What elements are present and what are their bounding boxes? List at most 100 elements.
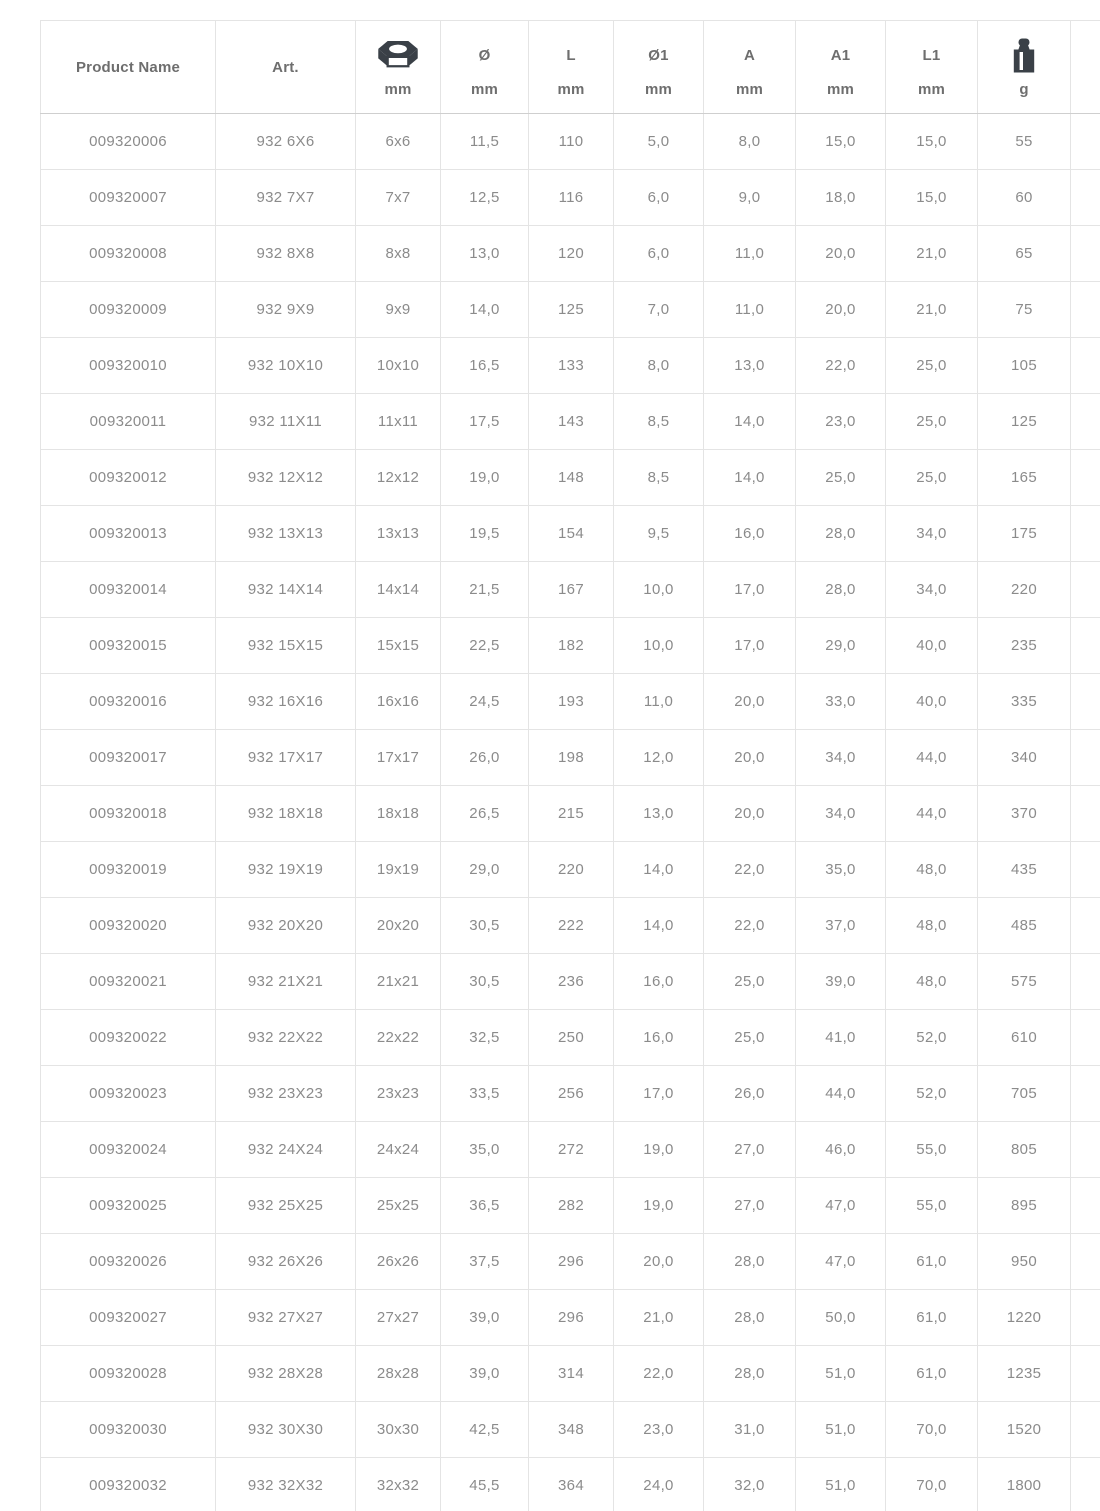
table-cell: 75 <box>977 281 1071 338</box>
column-unit: mm <box>917 80 946 98</box>
table-cell-clipped <box>1070 1401 1100 1458</box>
table-cell: 39,0 <box>440 1289 529 1346</box>
table-cell: 705 <box>977 1065 1071 1122</box>
column-unit: mm <box>557 80 585 98</box>
column-unit: mm <box>735 80 764 98</box>
table-cell: 11,5 <box>440 113 529 170</box>
table-cell: 932 8X8 <box>215 225 356 282</box>
column-label: Ø <box>478 47 491 64</box>
table-cell: 11,0 <box>613 673 704 730</box>
table-cell: 133 <box>528 337 614 394</box>
table-cell: 348 <box>528 1401 614 1458</box>
table-cell: 46,0 <box>795 1121 886 1178</box>
table-cell: 17,0 <box>613 1065 704 1122</box>
table-cell: 009320013 <box>40 505 216 562</box>
table-cell: 11,0 <box>703 281 796 338</box>
table-cell: 27,0 <box>703 1177 796 1234</box>
table-cell-clipped <box>1070 729 1100 786</box>
table-cell: 21,5 <box>440 561 529 618</box>
table-cell: 009320012 <box>40 449 216 506</box>
table-cell: 314 <box>528 1345 614 1402</box>
table-cell: 8x8 <box>355 225 441 282</box>
table-cell: 8,0 <box>703 113 796 170</box>
table-cell: 932 19X19 <box>215 841 356 898</box>
table-cell: 44,0 <box>885 729 978 786</box>
table-cell: 17x17 <box>355 729 441 786</box>
table-row: 009320017 932 17X17 17x17 26,0 198 12,0 20,0 34… <box>40 729 1100 786</box>
table-cell: 009320026 <box>40 1233 216 1290</box>
table-cell: 29,0 <box>440 841 529 898</box>
table-cell: 11,0 <box>703 225 796 282</box>
table-cell: 17,0 <box>703 617 796 674</box>
table-cell: 9x9 <box>355 281 441 338</box>
table-cell: 009320009 <box>40 281 216 338</box>
table-row: 009320007 932 7X7 7x7 12,5 116 6,0 9,0 18,0 15,0… <box>40 169 1100 226</box>
table-row: 009320011 932 11X11 11x11 17,5 143 8,5 14,0 23,… <box>40 393 1100 450</box>
table-cell: 182 <box>528 617 614 674</box>
table-cell: 222 <box>528 897 614 954</box>
table-cell: 932 6X6 <box>215 113 356 170</box>
table-cell: 48,0 <box>885 841 978 898</box>
table-row: 009320028 932 28X28 28x28 39,0 314 22,0 28,0 51… <box>40 1345 1100 1402</box>
table-cell: 8,5 <box>613 393 704 450</box>
table-cell: 256 <box>528 1065 614 1122</box>
table-cell-clipped <box>1070 897 1100 954</box>
table-cell: 009320008 <box>40 225 216 282</box>
hex-nut-icon <box>377 40 419 71</box>
table-row: 009320014 932 14X14 14x14 21,5 167 10,0 17,0 28… <box>40 561 1100 618</box>
table-cell: 22,0 <box>795 337 886 394</box>
table-row: 009320023 932 23X23 23x23 33,5 256 17,0 26,0 44… <box>40 1065 1100 1122</box>
table-cell: 932 32X32 <box>215 1457 356 1511</box>
table-cell: 22,5 <box>440 617 529 674</box>
table-row: 009320032 932 32X32 32x32 45,5 364 24,0 32,0 51… <box>40 1457 1100 1511</box>
table-cell: 37,0 <box>795 897 886 954</box>
table-cell: 296 <box>528 1289 614 1346</box>
table-cell: 6,0 <box>613 225 704 282</box>
table-cell: 282 <box>528 1177 614 1234</box>
table-cell: 1220 <box>977 1289 1071 1346</box>
table-cell: 25,0 <box>795 449 886 506</box>
table-row: 009320008 932 8X8 8x8 13,0 120 6,0 11,0 20,0 21,… <box>40 225 1100 282</box>
table-cell: 220 <box>977 561 1071 618</box>
table-cell: 009320023 <box>40 1065 216 1122</box>
table-cell: 932 24X24 <box>215 1121 356 1178</box>
column-header-1: Ø1 mm <box>613 20 704 114</box>
table-cell-clipped <box>1070 953 1100 1010</box>
table-cell: 32,0 <box>703 1457 796 1511</box>
table-cell: 22x22 <box>355 1009 441 1066</box>
table-cell: 16,0 <box>613 1009 704 1066</box>
table-cell: 34,0 <box>885 561 978 618</box>
table-cell: 167 <box>528 561 614 618</box>
table-cell: 20x20 <box>355 897 441 954</box>
table-row: 009320026 932 26X26 26x26 37,5 296 20,0 28,0 47… <box>40 1233 1100 1290</box>
table-cell: 6x6 <box>355 113 441 170</box>
table-cell: 23,0 <box>795 393 886 450</box>
table-cell-clipped <box>1070 561 1100 618</box>
table-cell: 296 <box>528 1233 614 1290</box>
table-cell: 14,0 <box>613 841 704 898</box>
table-cell: 932 17X17 <box>215 729 356 786</box>
table-cell: 198 <box>528 729 614 786</box>
table-cell: 42,5 <box>440 1401 529 1458</box>
table-row: 009320010 932 10X10 10x10 16,5 133 8,0 13,0 22,… <box>40 337 1100 394</box>
table-cell: 27,0 <box>703 1121 796 1178</box>
table-cell: 932 13X13 <box>215 505 356 562</box>
column-unit: g <box>1019 80 1029 98</box>
table-cell: 12,0 <box>613 729 704 786</box>
table-cell-clipped <box>1070 1009 1100 1066</box>
column-label: Product Name <box>75 58 181 76</box>
table-cell: 110 <box>528 113 614 170</box>
table-cell: 27x27 <box>355 1289 441 1346</box>
table-cell: 61,0 <box>885 1289 978 1346</box>
table-cell: 47,0 <box>795 1233 886 1290</box>
table-cell: 009320021 <box>40 953 216 1010</box>
table-cell: 12,5 <box>440 169 529 226</box>
table-cell-clipped <box>1070 1457 1100 1511</box>
table-cell-clipped <box>1070 785 1100 842</box>
table-cell: 37,5 <box>440 1233 529 1290</box>
table-cell: 15,0 <box>885 113 978 170</box>
table-row: 009320021 932 21X21 21x21 30,5 236 16,0 25,0 39… <box>40 953 1100 1010</box>
table-cell: 22,0 <box>703 897 796 954</box>
table-cell: 25,0 <box>885 393 978 450</box>
